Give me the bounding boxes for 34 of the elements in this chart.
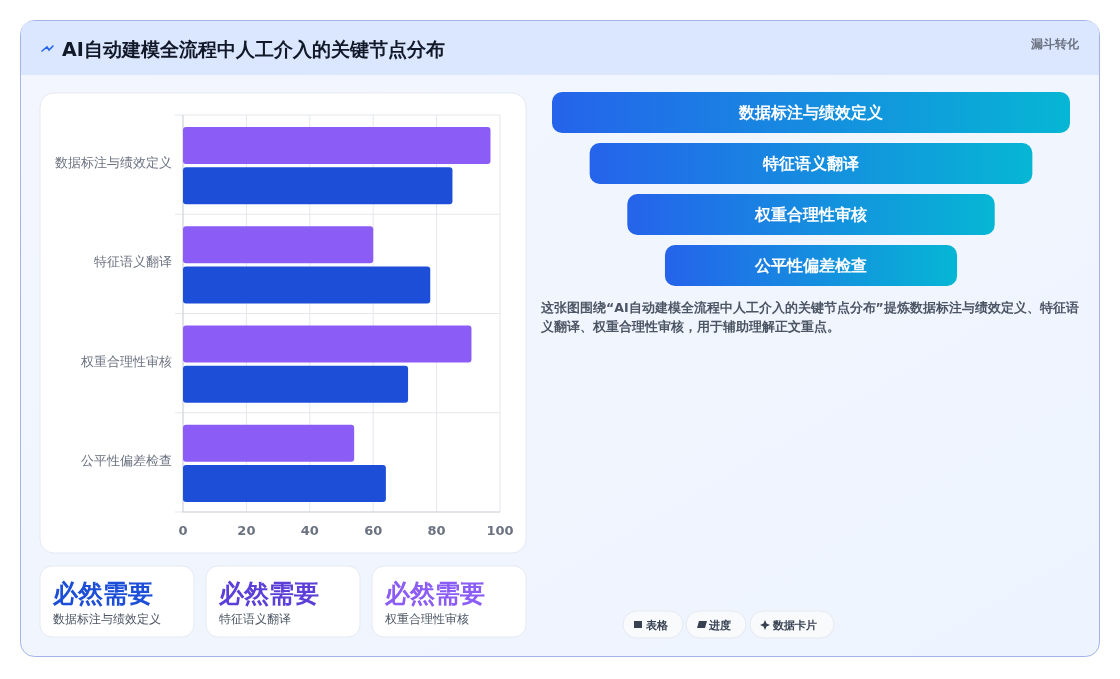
bar [183,167,453,205]
bar [183,464,386,502]
x-tick-label: 60 [364,523,383,538]
x-tick-label: 20 [237,523,256,538]
category-label: 特征语义翻译 [762,153,860,173]
x-tick-label: 100 [486,523,514,538]
x-tick-label: 0 [178,523,188,538]
category-label: 数据标注与绩效定义 [738,102,883,122]
bar [183,424,355,462]
text: 必然需要 [384,579,485,608]
category-label: 数据标注与绩效定义 [53,612,161,626]
text: 必然需要 [218,579,319,608]
y-tick-label: 权重合理性审核 [80,353,172,369]
bar [183,127,491,165]
text: 数据卡片 [772,619,817,632]
bar [183,266,431,304]
text: 进度 [708,619,731,632]
text: 表格 [645,619,669,632]
category-label: 权重合理性审核 [384,612,469,626]
bar [183,325,472,363]
category-label: 特征语义翻译 [219,612,291,626]
bar [183,365,409,403]
text: 漏斗转化 [1030,37,1080,51]
y-tick-label: 公平性偏差检查 [81,452,172,468]
y-tick-label: 特征语义翻译 [94,254,172,270]
chart-title: AI自动建模全流程中人工介入的关键节点分布 [62,38,445,60]
category-label: 公平性偏差检查 [754,255,867,275]
y-tick-label: 数据标注与绩效定义 [55,155,172,171]
text: 这张图围绕“AI自动建模全流程中人工介入的关键节点分布”提炼数据标注与绩效定义、特征语义翻译、权重合理性审核，用于辅助理解正文重点。 [541,299,1080,336]
x-tick-label: 40 [300,523,319,538]
category-label: 权重合理性审核 [754,204,867,224]
bar [183,226,374,264]
x-tick-label: 80 [427,523,446,538]
text: 必然需要 [52,579,153,608]
